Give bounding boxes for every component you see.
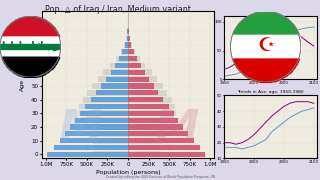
- Bar: [84, 124, 128, 130]
- Text: M: M: [58, 108, 102, 151]
- Bar: [128, 124, 170, 130]
- Bar: [128, 28, 129, 34]
- Bar: [128, 42, 132, 48]
- Bar: [128, 35, 130, 41]
- Bar: [89, 131, 128, 137]
- Bar: [81, 117, 128, 123]
- Bar: [128, 76, 149, 82]
- Bar: [128, 145, 200, 150]
- Bar: [121, 49, 128, 55]
- Bar: [128, 83, 163, 89]
- Bar: [91, 97, 128, 102]
- Bar: [128, 69, 152, 75]
- Bar: [126, 35, 128, 41]
- Bar: [128, 49, 133, 54]
- Bar: [125, 42, 128, 48]
- Bar: [128, 90, 158, 95]
- Bar: [127, 28, 128, 34]
- Bar: [128, 70, 145, 75]
- Bar: [111, 70, 128, 75]
- Bar: [126, 35, 128, 41]
- Bar: [128, 131, 166, 137]
- Bar: [83, 97, 128, 103]
- Text: Pop. △ of Iraq / Iran, Medium variant: Pop. △ of Iraq / Iran, Medium variant: [45, 4, 191, 14]
- Bar: [98, 76, 128, 82]
- Title: Trends in Ave. age, 1950-1980: Trends in Ave. age, 1950-1980: [237, 90, 304, 94]
- Bar: [106, 76, 128, 82]
- Bar: [0, 44, 61, 49]
- Bar: [128, 97, 172, 103]
- Bar: [127, 29, 128, 34]
- Bar: [128, 138, 162, 144]
- Bar: [128, 63, 141, 68]
- Bar: [79, 103, 128, 109]
- Bar: [128, 42, 132, 48]
- Bar: [60, 138, 128, 143]
- Bar: [80, 111, 128, 116]
- Bar: [128, 111, 174, 116]
- Text: الله اكبر: الله اكبر: [2, 41, 59, 51]
- Bar: [66, 131, 128, 136]
- Text: Created by editing the 2022 Revision of World Population Prospects, UN: Created by editing the 2022 Revision of …: [106, 175, 214, 179]
- Bar: [47, 152, 128, 157]
- Bar: [128, 131, 188, 136]
- Bar: [128, 104, 169, 109]
- Bar: [128, 151, 161, 157]
- Bar: [110, 62, 128, 68]
- Bar: [128, 152, 205, 157]
- Bar: [122, 49, 128, 54]
- Bar: [128, 124, 183, 130]
- Bar: [93, 151, 128, 157]
- Bar: [128, 35, 130, 41]
- Bar: [54, 145, 128, 150]
- Bar: [70, 124, 128, 130]
- Bar: [128, 56, 137, 61]
- Bar: [95, 145, 128, 150]
- Bar: [128, 103, 175, 109]
- Bar: [128, 110, 176, 116]
- Bar: [92, 83, 128, 89]
- X-axis label: Population (persons): Population (persons): [96, 170, 160, 175]
- Bar: [115, 63, 128, 68]
- Bar: [128, 56, 140, 62]
- Bar: [116, 56, 128, 62]
- Bar: [119, 56, 128, 61]
- Bar: [128, 62, 145, 68]
- Bar: [87, 90, 128, 96]
- Bar: [103, 69, 128, 75]
- Bar: [79, 110, 128, 116]
- Bar: [128, 49, 135, 55]
- Bar: [128, 83, 154, 89]
- Bar: [128, 29, 129, 34]
- Bar: [101, 83, 128, 89]
- Bar: [128, 97, 164, 102]
- Bar: [128, 76, 157, 82]
- Bar: [96, 90, 128, 95]
- Text: ☪: ☪: [257, 35, 274, 55]
- Bar: [124, 42, 128, 48]
- Bar: [128, 90, 167, 96]
- Bar: [128, 118, 178, 123]
- Y-axis label: Age: Age: [20, 78, 25, 91]
- Bar: [92, 138, 128, 144]
- Bar: [128, 145, 160, 150]
- Bar: [75, 118, 128, 123]
- Text: M: M: [154, 108, 198, 151]
- Bar: [128, 117, 173, 123]
- Bar: [128, 138, 194, 143]
- Bar: [85, 104, 128, 109]
